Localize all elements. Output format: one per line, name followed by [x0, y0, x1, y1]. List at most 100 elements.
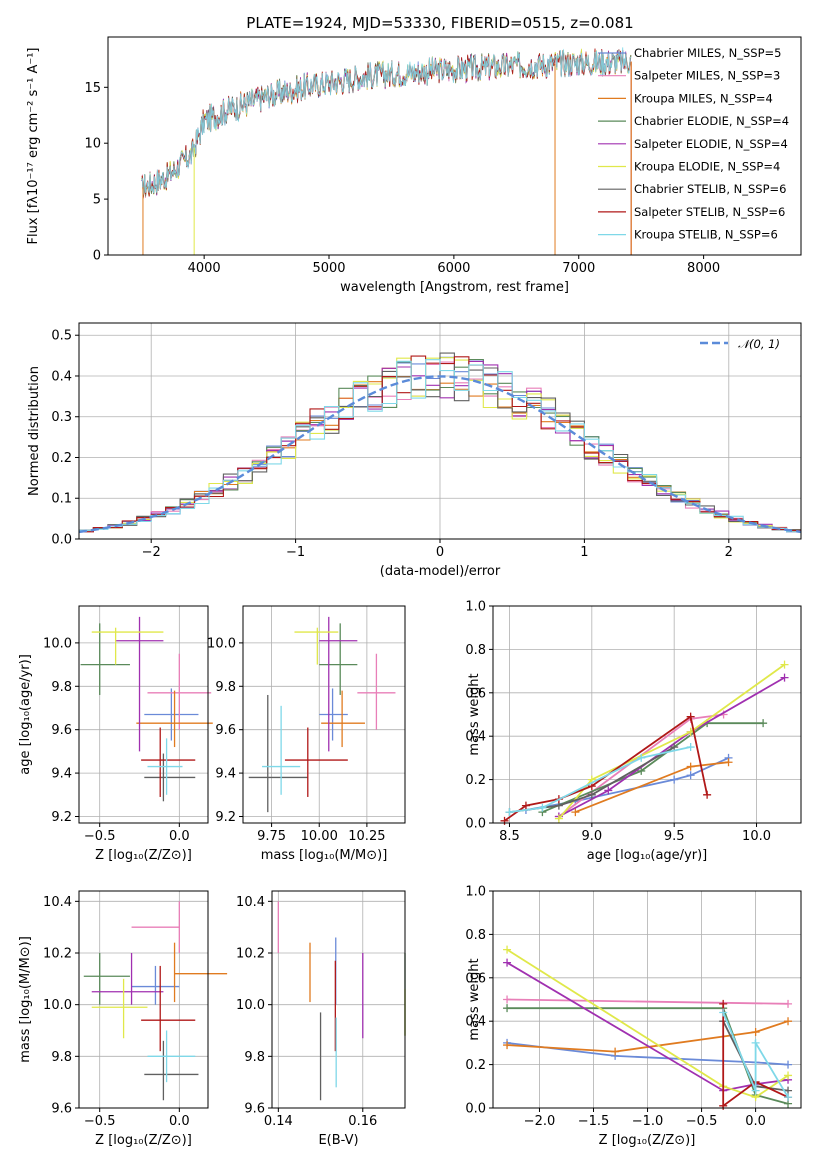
x-tick-label: 9.5 [664, 829, 685, 844]
axes-foreground: 8.5 9.0 9.5 10.0 0.0 0.2 0.4 0.6 0.8 1.0 age [log₁… [465, 600, 802, 863]
y-tick-label: 9.2 [51, 810, 72, 825]
y-tick-label: 9.6 [51, 1102, 72, 1117]
panel-age-vs-mass: 9.75 10.00 10.25 9.2 9.4 9.6 9.8 10.0 mass [log₁… [207, 605, 406, 863]
panel-mass-vs-metallicity: −0.5 0.0 9.6 9.8 10.0 10.2 10.4 Z [log₁₀(Z/Z⊙)]… [18, 890, 228, 1148]
weight-marker-k_miles [611, 1047, 620, 1056]
legend-label: 𝒩(0, 1) [738, 337, 780, 351]
y-tick-label: 10.0 [207, 636, 236, 651]
x-tick-label: 0.0 [169, 1114, 190, 1129]
axes-frame [492, 890, 802, 1109]
weight-marker-k_elodie [554, 814, 563, 823]
y-tick-label: 10.2 [236, 947, 265, 962]
x-tick-label: 4000 [188, 261, 221, 276]
panel-age-vs-metallicity: −0.5 0.0 9.2 9.4 9.6 9.8 10.0 Z [log₁₀(Z/Z⊙)] ag… [18, 605, 213, 863]
plot-area [500, 660, 789, 825]
y-tick-label: 9.2 [215, 810, 236, 825]
weight-marker-s_elodie [780, 673, 789, 682]
weight-marker-s_miles [784, 999, 793, 1008]
weight-marker-c_elodie [637, 766, 646, 775]
y-tick-label: 0.4 [51, 369, 72, 384]
legend-label: Kroupa MILES, N_SSP=4 [634, 91, 773, 105]
weight-marker-k_miles [686, 762, 695, 771]
figure-title: PLATE=1924, MJD=53330, FIBERID=0515, z=0… [246, 14, 633, 32]
plot-area [503, 945, 793, 1110]
plot-area [83, 901, 228, 1101]
axes-foreground: −2.0 −1.5 −1.0 −0.5 0.0 0.0 0.2 0.4 0.6 0.8 1.0 Z [… [465, 885, 802, 1148]
x-tick-label: 9.75 [257, 829, 286, 844]
axes-frame [107, 36, 802, 256]
y-tick-label: 10 [84, 137, 101, 152]
y-tick-label: 0.2 [51, 451, 72, 466]
y-tick-label: 10.4 [43, 895, 72, 910]
y-tick-label: 0.3 [51, 410, 72, 425]
weight-line-k_stelib [722, 1012, 789, 1098]
x-tick-label: 10.25 [348, 829, 385, 844]
axes-frame [271, 890, 406, 1109]
y-tick-label: 5 [93, 193, 101, 208]
weight-line-k_stelib [509, 746, 691, 813]
y-tick-label: 0.8 [465, 643, 486, 658]
axes-foreground: −2 −1 0 1 2 0.0 0.1 0.2 0.3 0.4 0.5 (data-model)/er… [27, 322, 802, 579]
x-tick-label: −1.0 [632, 1114, 664, 1129]
x-tick-label: 0 [436, 545, 444, 560]
x-tick-label: 10.00 [301, 829, 338, 844]
panel-residual-histogram: −2 −1 0 1 2 0.0 0.1 0.2 0.3 0.4 0.5 (data-model)/er… [27, 322, 802, 579]
x-tick-label: −1.5 [578, 1114, 610, 1129]
weight-marker-s_elodie [604, 786, 613, 795]
weight-line-s_elodie [506, 961, 789, 1092]
x-tick-label: 2 [725, 545, 733, 560]
weight-marker-k_stelib [637, 753, 646, 762]
weight-marker-k_miles [751, 1028, 760, 1037]
legend-label: Salpeter MILES, N_SSP=3 [634, 69, 780, 83]
y-tick-label: 9.8 [244, 1050, 265, 1065]
x-axis-label: E(B-V) [318, 1133, 358, 1148]
weight-line-k_elodie [558, 663, 786, 820]
x-tick-label: −2 [142, 545, 161, 560]
plot-area [80, 616, 213, 802]
x-tick-label: −1 [286, 545, 305, 560]
y-tick-label: 0.0 [465, 817, 486, 832]
normal-curve [78, 375, 802, 534]
axes-foreground: 4000 5000 6000 7000 8000 0 5 10 15 wavelength [An… [26, 36, 802, 295]
weight-marker-s_elodie [503, 958, 512, 967]
x-tick-label: −0.5 [84, 829, 116, 844]
legend-label: Chabrier STELIB, N_SSP=6 [634, 182, 786, 196]
x-axis-label: age [log₁₀(age/yr)] [587, 848, 708, 863]
weight-marker-k_stelib [505, 808, 514, 817]
panel-spectrum: 4000 5000 6000 7000 8000 0 5 10 15 wavelength [An… [26, 36, 802, 295]
y-tick-label: 0.4 [465, 1015, 486, 1030]
legend-label: Salpeter ELODIE, N_SSP=4 [634, 137, 788, 151]
weight-marker-c_miles [784, 1060, 793, 1069]
x-tick-label: −0.5 [686, 1114, 718, 1129]
y-tick-label: 1.0 [465, 885, 486, 900]
weight-marker-k_stelib [751, 1038, 760, 1047]
x-tick-label: 10.0 [742, 829, 771, 844]
y-tick-label: 0.6 [465, 686, 486, 701]
panel-mass-weight-vs-age: 8.5 9.0 9.5 10.0 0.0 0.2 0.4 0.6 0.8 1.0 age [log₁… [465, 600, 802, 863]
weight-line-c_miles [506, 1042, 789, 1066]
y-tick-label: 10.4 [236, 895, 265, 910]
y-tick-label: 9.4 [51, 767, 72, 782]
weight-marker-k_stelib [751, 1086, 760, 1095]
weight-marker-c_miles [686, 771, 695, 780]
x-tick-label: 9.0 [581, 829, 602, 844]
plot-area [277, 901, 406, 1101]
legend-label: Salpeter STELIB, N_SSP=6 [634, 205, 785, 219]
weight-marker-s_stelib [521, 801, 530, 810]
y-tick-label: 9.8 [215, 680, 236, 695]
y-tick-label: 9.6 [244, 1102, 265, 1117]
x-axis-label: Z [log₁₀(Z/Z⊙)] [95, 848, 192, 863]
weight-line-s_stelib [503, 715, 708, 822]
weight-marker-c_miles [670, 775, 679, 784]
axes-foreground: 0.14 0.16 9.6 9.8 10.0 10.2 10.4 E(B-V) [236, 890, 406, 1148]
plot-area [248, 616, 396, 813]
x-tick-label: 1 [580, 545, 588, 560]
legend-label: Kroupa ELODIE, N_SSP=4 [634, 160, 780, 174]
y-tick-label: 0.0 [465, 1102, 486, 1117]
y-tick-label: 9.4 [215, 767, 236, 782]
weight-marker-s_stelib [703, 790, 712, 799]
x-tick-label: 0.14 [264, 1114, 293, 1129]
x-axis-label: Z [log₁₀(Z/Z⊙)] [599, 1133, 696, 1148]
y-tick-label: 0.4 [465, 730, 486, 745]
spectrum-line-k_stelib [141, 47, 632, 196]
